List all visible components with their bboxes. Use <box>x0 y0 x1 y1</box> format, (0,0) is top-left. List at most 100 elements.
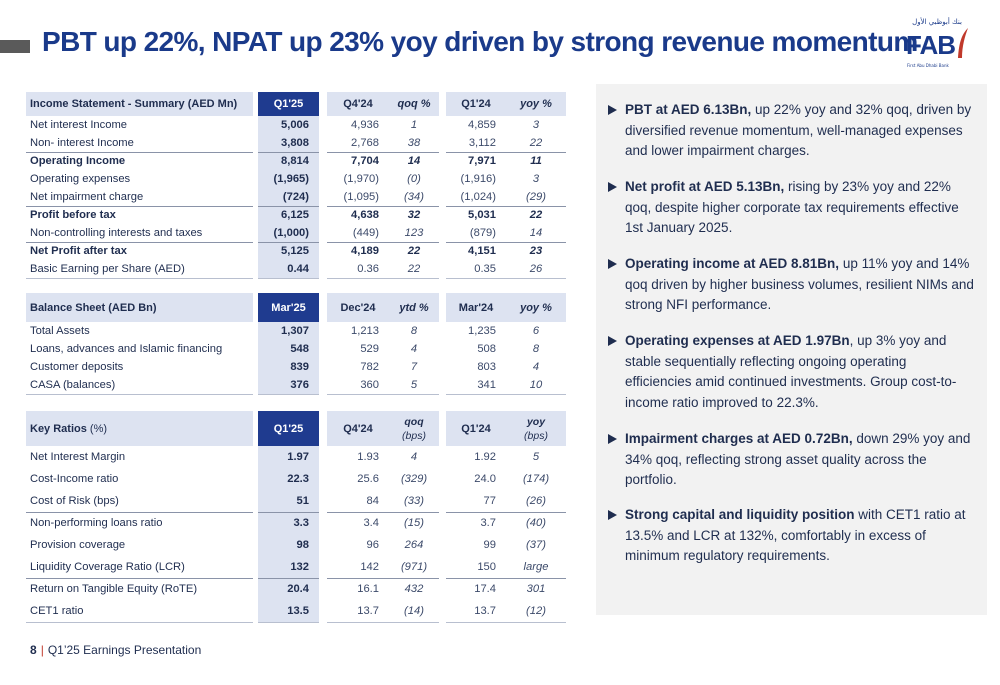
prior-year-value: 5,031 <box>446 205 506 224</box>
qoq-change: 4 <box>410 343 418 355</box>
row-label: Net Profit after tax <box>26 241 253 260</box>
yoy-change: 3 <box>532 173 540 185</box>
row-label: Provision coverage <box>30 539 126 551</box>
yoy-change: 4 <box>532 361 540 373</box>
row-label: Net interest Income <box>30 119 128 131</box>
current-value: 132 <box>258 556 319 578</box>
prior-year-value: 150 <box>477 560 496 573</box>
prior-quarter-value: 2,768 <box>351 136 379 149</box>
ratios-qoq-label: qoq <box>404 415 424 428</box>
current-value: 1.97 <box>258 446 319 468</box>
prior-year-value: 341 <box>446 376 506 395</box>
table-row: Provision coverage 98 96 264 99 (37) <box>26 534 566 556</box>
table-row: Operating Income 8,814 7,704 14 7,971 11 <box>26 151 566 170</box>
income-q4-24-header: Q4'24 <box>327 92 389 116</box>
column-gap <box>253 188 258 206</box>
column-gap <box>253 260 258 278</box>
qoq-change: 432 <box>389 577 439 600</box>
qoq-change: 5 <box>389 376 439 395</box>
column-gap <box>253 376 258 394</box>
bullet-arrow-icon <box>608 336 617 346</box>
column-gap <box>319 224 327 242</box>
column-gap <box>319 512 327 534</box>
column-gap <box>319 152 327 170</box>
yoy-change: 301 <box>506 577 566 600</box>
table-row: Total Assets 1,307 1,213 8 1,235 6 <box>26 322 566 340</box>
column-gap <box>319 578 327 600</box>
qoq-change: 4 <box>410 451 418 463</box>
table-row: Cost-Income ratio 22.3 25.6 (329) 24.0 (174) <box>26 468 566 490</box>
yoy-change: large <box>523 560 549 573</box>
prior-quarter-value: (449) <box>352 226 379 239</box>
yoy-change: 11 <box>506 151 566 170</box>
logo-subtitle: First Abu Dhabi Bank <box>907 63 949 68</box>
table-row: Net impairment charge (724) (1,095) (34) (1,… <box>26 188 566 206</box>
table-row: Cost of Risk (bps) 51 84 (33) 77 (26) <box>26 490 566 512</box>
ratios-yoy-unit: (bps) <box>524 429 548 442</box>
column-gap <box>319 206 327 224</box>
column-gap <box>253 358 258 376</box>
prior-year-value: 99 <box>483 539 496 551</box>
column-gap <box>253 534 258 556</box>
column-gap <box>253 556 258 578</box>
row-label: Loans, advances and Islamic financing <box>30 343 223 355</box>
balance-title-header: Balance Sheet (AED Bn) <box>26 293 253 322</box>
row-label: Operating Income <box>26 151 253 170</box>
column-gap <box>319 376 327 394</box>
prior-year-value: 803 <box>477 361 496 373</box>
bullet-bold-text: Net profit at AED 5.13Bn, <box>625 179 785 194</box>
yoy-change: (174) <box>522 473 550 485</box>
current-value: 13.5 <box>258 600 319 623</box>
column-gap <box>253 468 258 490</box>
prior-year-value: 1,235 <box>468 325 496 337</box>
column-gap <box>439 152 446 170</box>
prior-year-value: 3.7 <box>446 511 506 534</box>
qoq-change: 22 <box>389 260 439 279</box>
ratios-q1-25-header: Q1'25 <box>258 411 319 446</box>
bullet-bold-text: Operating expenses at AED 1.97Bn <box>625 333 850 348</box>
column-gap <box>253 340 258 358</box>
column-gap <box>253 600 258 622</box>
column-gap <box>319 556 327 578</box>
bullet-bold-text: PBT at AED 6.13Bn, <box>625 102 752 117</box>
column-gap <box>253 322 258 340</box>
logo-arabic-text: بنك أبوظبي الأول <box>912 18 962 26</box>
column-gap <box>439 224 446 242</box>
current-value: 3,808 <box>258 134 319 152</box>
table-row: Loans, advances and Islamic financing 548… <box>26 340 566 358</box>
column-gap <box>439 534 446 556</box>
bullet-body-text: down 29% yoy and 34% qoq, reflecting str… <box>625 431 971 487</box>
yoy-change: (12) <box>506 600 566 623</box>
table-row: Profit before tax 6,125 4,638 32 5,031 22 <box>26 205 566 224</box>
prior-quarter-value: 84 <box>366 494 379 507</box>
column-gap <box>253 206 258 224</box>
row-label: Cost-Income ratio <box>30 473 119 485</box>
column-gap <box>319 490 327 512</box>
ratios-q4-24-header: Q4'24 <box>327 411 389 446</box>
income-q1-24-header: Q1'24 <box>446 92 506 116</box>
income-qoq-header: qoq % <box>389 92 439 116</box>
table-row: Customer deposits 839 782 7 803 4 <box>26 358 566 376</box>
column-gap <box>319 534 327 556</box>
current-value: 1,307 <box>258 322 319 340</box>
balance-header-row: Balance Sheet (AED Bn) Mar'25 Dec'24 ytd… <box>26 293 566 322</box>
current-value: 376 <box>258 376 319 395</box>
prior-quarter-value: 25.6 <box>357 473 379 485</box>
yoy-change: 8 <box>532 343 540 355</box>
current-value: 839 <box>258 358 319 376</box>
column-gap <box>253 134 258 152</box>
prior-year-value: (879) <box>469 226 496 239</box>
yoy-change: (29) <box>526 190 546 203</box>
bullet-arrow-icon <box>608 105 617 115</box>
table-row: Return on Tangible Equity (RoTE) 20.4 16.1… <box>26 577 566 600</box>
page-title: PBT up 22%, NPAT up 23% yoy driven by st… <box>42 26 918 57</box>
yoy-change: (37) <box>526 539 546 551</box>
column-gap <box>253 446 258 468</box>
title-accent-bar <box>0 40 30 53</box>
balance-sheet-table: Balance Sheet (AED Bn) Mar'25 Dec'24 ytd… <box>26 293 566 395</box>
prior-year-value: 1.92 <box>474 451 496 463</box>
column-gap <box>319 446 327 468</box>
row-label: Profit before tax <box>26 205 253 224</box>
row-label: Total Assets <box>30 325 90 337</box>
qoq-change: 1 <box>410 119 418 131</box>
